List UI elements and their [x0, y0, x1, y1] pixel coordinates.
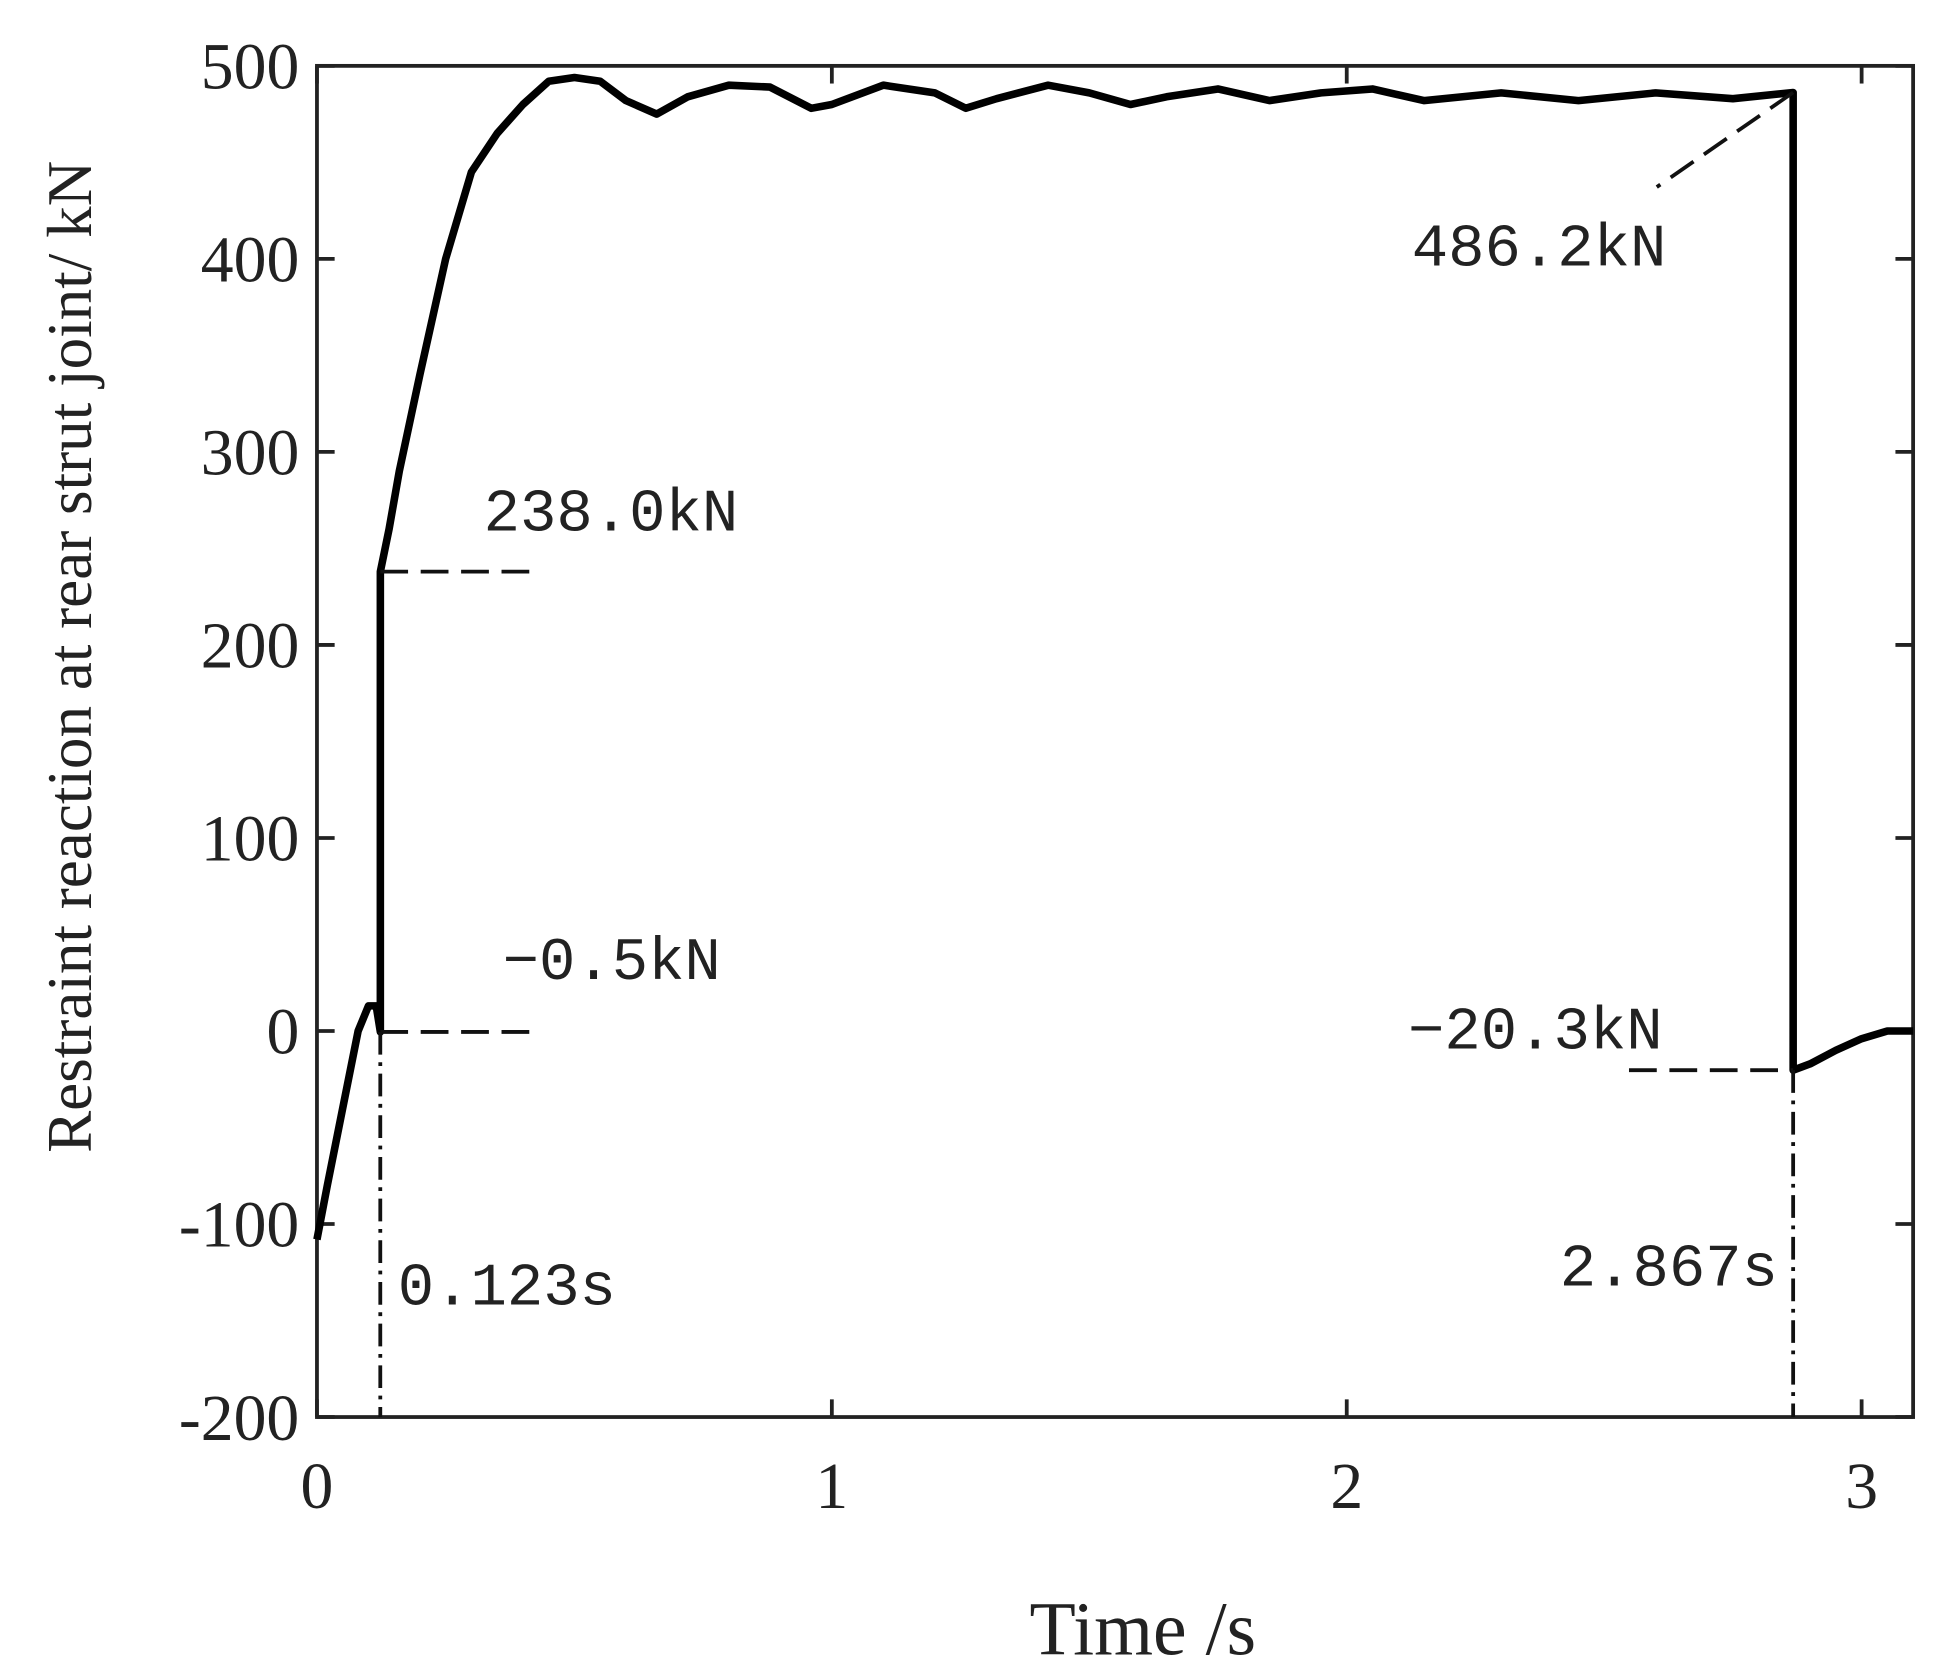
x-axis-label: Time /s [1029, 1587, 1256, 1666]
annotation: 0.123s [398, 1256, 616, 1324]
y-tick-label: 0 [266, 996, 299, 1069]
y-tick-label: 400 [201, 224, 299, 297]
annotation: −20.3kN [1408, 999, 1663, 1067]
x-tick-label: 0 [301, 1450, 334, 1523]
annotation-line [1655, 90, 1795, 189]
y-tick-label: 500 [201, 31, 299, 104]
x-tick-label: 3 [1845, 1450, 1878, 1523]
y-tick-label: 100 [201, 803, 299, 876]
data-line [313, 73, 1914, 1241]
y-tick-label: 200 [201, 610, 299, 683]
y-tick-label: -100 [179, 1189, 299, 1262]
y-tick-label: 300 [201, 417, 299, 490]
y-axis-label: Restraint reaction at rear strut joint/ … [35, 161, 105, 1153]
annotation: 238.0kN [484, 482, 739, 550]
annotation: 2.867s [1560, 1237, 1778, 1305]
annotation: 486.2kN [1412, 216, 1667, 284]
plot-frame [315, 63, 1916, 1419]
x-tick-label: 1 [815, 1450, 848, 1523]
x-tick-label: 2 [1330, 1450, 1363, 1523]
annotation: −0.5kN [503, 930, 721, 998]
y-tick-label: -200 [179, 1382, 299, 1455]
